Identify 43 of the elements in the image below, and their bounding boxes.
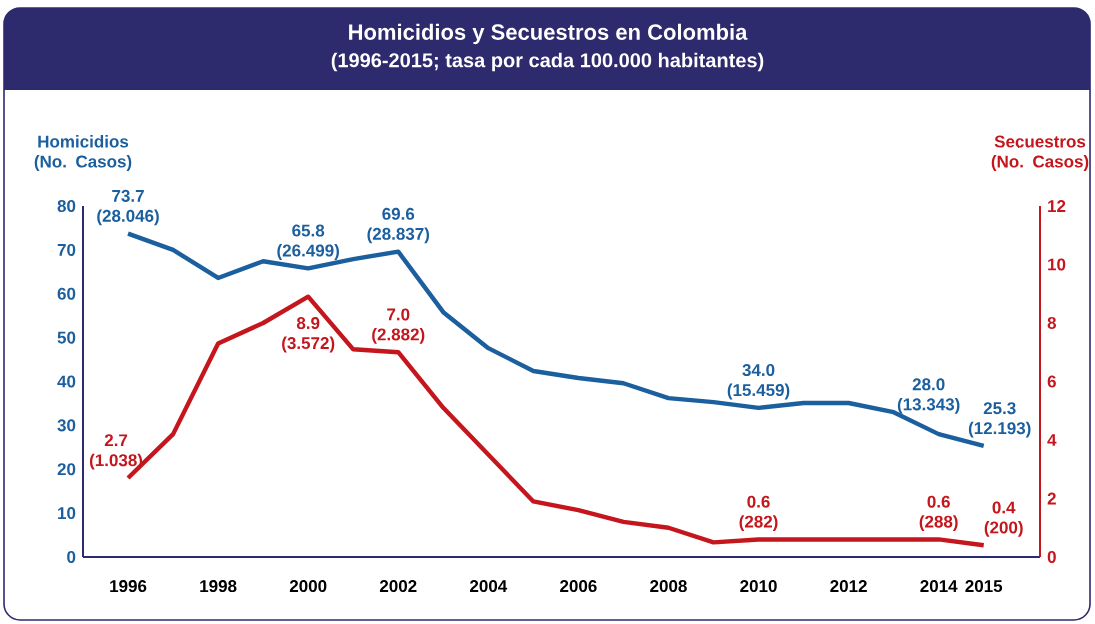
data-label: 0.6 (282) [739, 495, 778, 532]
y2-tick-label: 2 [1047, 492, 1056, 505]
data-label: 69.6 (28.837) [367, 207, 430, 244]
data-label: 34.0 (15.459) [727, 364, 790, 400]
x-tick-label: 1998 [200, 580, 237, 593]
data-label: 8.9 (3.572) [282, 317, 335, 353]
x-tick-label: 2004 [470, 580, 508, 593]
x-tick-label: 2008 [650, 580, 687, 593]
y2-tick-label: 8 [1047, 316, 1057, 329]
y-tick-label: 10 [58, 507, 76, 520]
chart-title: Homicidios y Secuestros en Colombia [349, 23, 748, 45]
data-label: 0.6 (288) [919, 495, 958, 532]
data-label: 0.4 (200) [984, 501, 1023, 537]
y2-axis-title: Secuestros (No. Casos) [991, 135, 1089, 171]
y-tick-label: 40 [57, 375, 76, 388]
chart-subtitle: (1996-2015; tasa por cada 100.000 habitantes) [331, 52, 764, 72]
y-tick-label: 50 [57, 331, 76, 344]
data-label: 7.0 (2.882) [372, 308, 425, 344]
y2-tick-label: 12 [1048, 200, 1066, 212]
x-tick-label: 1996 [110, 580, 147, 593]
x-tick-label: 2002 [379, 580, 417, 593]
y-tick-label: 80 [57, 200, 76, 213]
x-tick-label: 2015 [965, 580, 1003, 593]
y-tick-label: 60 [57, 287, 76, 300]
x-tick-label: 2012 [830, 580, 867, 593]
data-label: 73.7 (28.046) [97, 189, 159, 226]
y2-tick-label: 0 [1047, 550, 1056, 563]
y-axis-title: Homicidios (No. Casos) [34, 135, 132, 171]
y-tick-label: 70 [57, 243, 76, 256]
x-tick-label: 2010 [740, 580, 777, 593]
x-tick-label: 2000 [289, 580, 327, 593]
y-tick-label: 30 [57, 419, 76, 432]
y2-tick-label: 10 [1048, 258, 1066, 271]
data-label: 25.3 (12.193) [968, 402, 1031, 438]
x-tick-label: 2014 [920, 580, 958, 593]
data-label: 2.7 (1.038) [89, 434, 143, 470]
data-label: 65.8 (26.499) [277, 224, 339, 260]
y-tick-label: 20 [57, 463, 76, 476]
data-label: 28.0 (13.343) [897, 378, 960, 414]
y-tick-label: 0 [67, 550, 76, 563]
x-tick-label: 2006 [560, 580, 597, 593]
y2-tick-label: 6 [1047, 375, 1056, 388]
y2-tick-label: 4 [1047, 434, 1057, 446]
